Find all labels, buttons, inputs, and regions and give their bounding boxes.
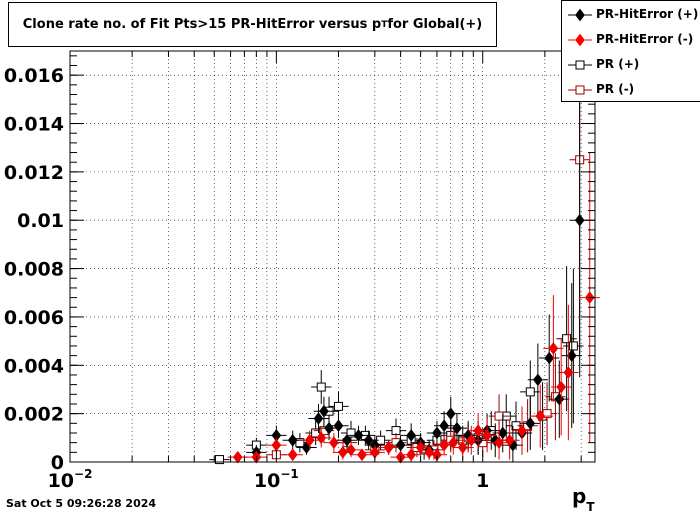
data-point bbox=[497, 426, 508, 440]
plot-frame bbox=[69, 50, 596, 463]
legend-point bbox=[575, 60, 585, 70]
x-tick-label: 10−2 bbox=[48, 467, 93, 492]
data-point bbox=[548, 342, 559, 355]
legend-label: PR (-) bbox=[596, 82, 635, 96]
y-tick-label: 0 bbox=[51, 452, 64, 474]
x-axis-title: pT bbox=[572, 484, 595, 514]
y-tick-label: 0.014 bbox=[4, 114, 64, 136]
data-point bbox=[338, 446, 348, 459]
data-point bbox=[333, 401, 343, 411]
chart-title: Clone rate no. of Fit Pts>15 PR-HitError… bbox=[8, 2, 497, 47]
y-tick-label: 0.012 bbox=[4, 162, 64, 184]
legend-label: PR-HitError (+) bbox=[596, 7, 699, 21]
y-tick-label: 0.006 bbox=[4, 307, 64, 329]
data-point bbox=[313, 412, 324, 425]
data-point bbox=[533, 373, 543, 387]
data-point bbox=[556, 380, 567, 394]
data-point bbox=[439, 419, 449, 433]
data-point bbox=[214, 455, 224, 465]
grid-lines bbox=[69, 51, 595, 462]
data-point bbox=[271, 438, 282, 452]
data-points bbox=[209, 51, 600, 465]
data-point bbox=[232, 450, 243, 464]
data-point bbox=[295, 438, 305, 448]
legend-item-pr-hiterror-plus: PR-HitError (+) bbox=[562, 5, 700, 25]
legend: PR-HitError (+) PR-HitError (-) PR (+) P… bbox=[561, 0, 700, 102]
data-point bbox=[554, 392, 565, 406]
data-point bbox=[329, 436, 339, 449]
chart-title-suffix: for Global(+) bbox=[387, 17, 483, 32]
data-point bbox=[517, 424, 527, 437]
legend-marker bbox=[568, 8, 592, 22]
data-point bbox=[357, 448, 367, 462]
legend-marker bbox=[568, 85, 592, 95]
data-point bbox=[494, 411, 504, 421]
legend-point bbox=[575, 85, 585, 95]
data-point bbox=[525, 387, 535, 397]
x-axis-title-sub: T bbox=[586, 500, 595, 514]
legend-item-pr-minus: PR (-) bbox=[562, 80, 700, 100]
axis-ticks bbox=[69, 51, 595, 463]
legend-item-pr-plus: PR (+) bbox=[562, 55, 700, 75]
data-point bbox=[363, 433, 374, 447]
data-point bbox=[473, 424, 483, 437]
data-point bbox=[562, 334, 572, 344]
legend-label: PR (+) bbox=[596, 57, 640, 71]
data-point bbox=[457, 441, 468, 454]
data-point bbox=[544, 351, 555, 365]
data-point bbox=[445, 407, 456, 420]
axis-tick-labels: 10−2 10−1 1 0 0.002 0.004 0.006 0.008 0.01 0.012 0… bbox=[4, 65, 489, 492]
data-point bbox=[287, 448, 298, 462]
data-point bbox=[525, 416, 536, 430]
legend-item-pr-hiterror-minus: PR-HitError (-) bbox=[562, 30, 700, 50]
chart-title-main: Clone rate no. of Fit Pts>15 PR-HitError… bbox=[22, 17, 382, 32]
data-point bbox=[316, 431, 327, 445]
y-tick-label: 0.002 bbox=[4, 404, 64, 426]
data-point bbox=[535, 409, 546, 423]
legend-point bbox=[575, 33, 585, 47]
data-point bbox=[466, 433, 477, 447]
data-point bbox=[333, 419, 344, 433]
y-tick-label: 0.004 bbox=[4, 355, 64, 377]
data-point bbox=[346, 443, 356, 457]
data-point bbox=[452, 421, 462, 435]
data-point bbox=[342, 433, 352, 447]
y-tick-label: 0.008 bbox=[4, 259, 64, 281]
data-point bbox=[563, 366, 574, 379]
x-tick-label: 1 bbox=[476, 470, 489, 492]
x-tick-label: 10−1 bbox=[254, 467, 299, 492]
data-point bbox=[568, 341, 578, 351]
data-point bbox=[482, 429, 492, 442]
y-tick-label: 0.01 bbox=[17, 210, 64, 232]
data-point bbox=[287, 433, 298, 447]
data-point bbox=[406, 429, 416, 442]
legend-marker bbox=[568, 33, 592, 47]
legend-point bbox=[575, 8, 585, 22]
datestamp: Sat Oct 5 09:26:28 2024 bbox=[6, 497, 157, 510]
data-point bbox=[432, 426, 442, 440]
chart-title-sub: T bbox=[381, 19, 388, 30]
data-point bbox=[574, 213, 585, 227]
data-point bbox=[353, 429, 364, 442]
data-point bbox=[383, 441, 394, 454]
data-point bbox=[319, 404, 329, 418]
legend-label: PR-HitError (-) bbox=[596, 32, 694, 46]
legend-marker bbox=[568, 60, 592, 70]
data-point bbox=[415, 441, 426, 454]
data-point bbox=[406, 448, 416, 462]
data-point bbox=[316, 382, 326, 392]
data-point bbox=[448, 436, 459, 449]
y-tick-label: 0.016 bbox=[4, 65, 64, 87]
data-point bbox=[566, 349, 577, 362]
data-point bbox=[504, 433, 515, 447]
